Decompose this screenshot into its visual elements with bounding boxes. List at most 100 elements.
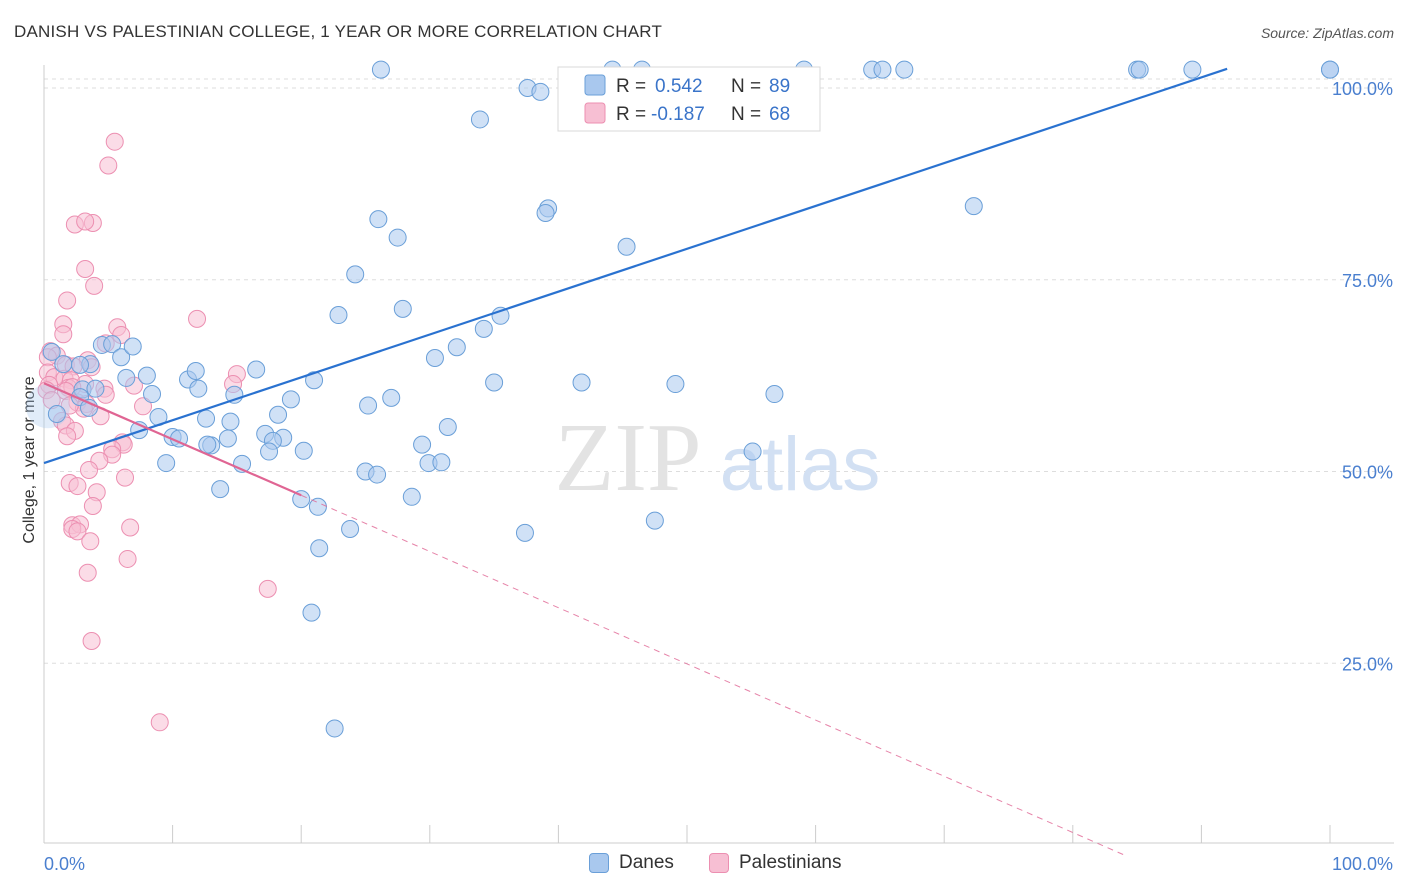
danes-point — [197, 409, 216, 428]
danes-point — [103, 335, 122, 354]
danes-point — [873, 60, 892, 79]
palestinians-swatch — [709, 853, 729, 873]
palestinians-r-value: -0.187 — [651, 104, 705, 125]
danes-point — [531, 82, 550, 101]
y-tick-label: 100.0% — [1332, 79, 1393, 99]
danes-stats-swatch — [584, 74, 606, 96]
danes-point — [425, 348, 444, 367]
danes-point — [123, 337, 142, 356]
danes-point — [186, 362, 205, 381]
stats-legend: R = 0.542 N = 89 R = -0.187 N = 68 — [557, 66, 821, 132]
danes-point — [218, 429, 237, 448]
danes-trend-line — [43, 67, 1228, 465]
danes-point — [402, 487, 421, 506]
y-tick-label: 25.0% — [1342, 654, 1393, 674]
danes-point — [536, 204, 555, 223]
danes-point — [645, 511, 664, 530]
legend-item-palestinians[interactable]: Palestinians — [709, 852, 841, 874]
danes-point — [369, 210, 388, 229]
palestinians-point — [80, 460, 99, 479]
axes — [43, 65, 1394, 844]
danes-point — [666, 375, 685, 394]
danes-point — [86, 379, 105, 398]
palestinians-point — [188, 309, 207, 328]
trend-lines — [43, 67, 1228, 856]
legend-item-danes[interactable]: Danes — [589, 852, 674, 874]
palestinians-point — [121, 518, 140, 537]
danes-point — [1183, 60, 1202, 79]
danes-n-value: 89 — [769, 76, 790, 97]
palestinians-n-label: N = — [731, 104, 761, 125]
danes-r-label: R = — [616, 76, 646, 97]
danes-n-label: N = — [731, 76, 761, 97]
legend-label-palestinians: Palestinians — [739, 852, 842, 873]
danes-point — [1321, 60, 1339, 79]
palestinians-point — [150, 713, 169, 732]
palestinians-point — [116, 468, 135, 487]
palestinians-trend-extension — [300, 494, 1125, 856]
danes-point — [447, 338, 466, 357]
series-legend: Danes Palestinians — [0, 850, 1406, 880]
palestinians-r-label: R = — [616, 104, 646, 125]
y-tick-labels: 100.0% 75.0% 50.0% 25.0% — [1332, 79, 1393, 674]
danes-point — [765, 385, 784, 404]
palestinians-trend-line — [43, 382, 302, 497]
danes-point — [393, 299, 412, 318]
danes-point — [325, 719, 344, 738]
palestinians-stats-swatch — [584, 102, 606, 124]
palestinians-point — [76, 260, 95, 279]
danes-point — [189, 379, 208, 398]
y-tick-label: 75.0% — [1342, 271, 1393, 291]
danes-point — [198, 435, 217, 454]
palestinians-point — [76, 212, 95, 231]
legend-label-danes: Danes — [619, 852, 674, 873]
danes-point — [368, 465, 387, 484]
source-credit: Source: ZipAtlas.com — [1260, 25, 1394, 41]
palestinians-point — [118, 549, 137, 568]
danes-point — [247, 360, 266, 379]
danes-point — [281, 390, 300, 409]
danes-point — [474, 319, 493, 338]
danes-point — [485, 373, 504, 392]
danes-point — [54, 355, 73, 374]
palestinians-point — [258, 579, 277, 598]
palestinians-point — [68, 477, 87, 496]
danes-point — [964, 197, 983, 216]
danes-point — [413, 435, 432, 454]
x-tick-label: 0.0% — [44, 854, 85, 874]
palestinians-point — [81, 532, 100, 551]
palestinians-point — [58, 427, 77, 446]
danes-point — [371, 60, 390, 79]
palestinians-point — [99, 156, 118, 175]
danes-point — [1130, 60, 1149, 79]
watermark-atlas: atlas — [720, 422, 881, 507]
danes-point — [382, 388, 401, 407]
danes-point — [269, 405, 288, 424]
chart-title: DANISH VS PALESTINIAN COLLEGE, 1 YEAR OR… — [14, 22, 663, 41]
palestinians-point — [85, 276, 104, 295]
danes-point — [388, 228, 407, 247]
danes-point — [302, 603, 321, 622]
danes-point — [47, 404, 66, 423]
danes-point — [617, 237, 636, 256]
palestinians-point — [105, 132, 124, 151]
danes-point — [438, 418, 457, 437]
danes-point — [292, 490, 311, 509]
danes-point — [260, 442, 279, 461]
watermark-zip: ZIP — [555, 404, 702, 512]
danes-point — [308, 497, 327, 516]
palestinians-point — [82, 632, 101, 651]
danes-point — [432, 453, 451, 472]
danes-point — [515, 523, 534, 542]
danes-point — [341, 520, 360, 539]
palestinians-point — [83, 497, 102, 516]
y-tick-label: 50.0% — [1342, 463, 1393, 483]
x-tick-labels: 0.0% 100.0% — [44, 854, 1393, 874]
palestinians-point — [78, 563, 97, 582]
palestinians-point — [68, 522, 87, 541]
danes-point — [359, 396, 378, 415]
danes-r-value: 0.542 — [655, 76, 703, 97]
palestinians-point — [134, 397, 153, 416]
danes-point — [572, 373, 591, 392]
